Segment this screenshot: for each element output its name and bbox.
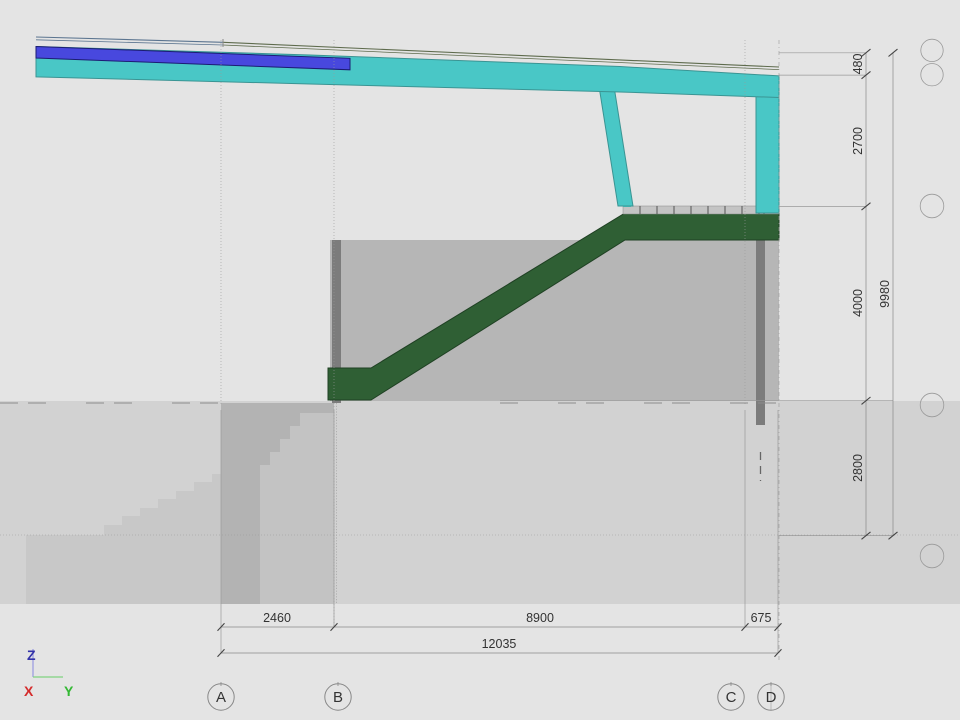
- svg-text:B: B: [333, 689, 343, 706]
- svg-text:12035: 12035: [482, 637, 517, 651]
- svg-text:9980: 9980: [878, 280, 892, 308]
- svg-text:Y: Y: [64, 683, 74, 699]
- svg-text:Z: Z: [27, 647, 36, 663]
- svg-text:C: C: [726, 689, 737, 706]
- svg-text:8900: 8900: [526, 611, 554, 625]
- svg-text:675: 675: [751, 611, 772, 625]
- svg-text:D: D: [766, 689, 777, 706]
- svg-text:480: 480: [851, 54, 865, 75]
- svg-text:X: X: [24, 683, 34, 699]
- svg-text:2800: 2800: [851, 454, 865, 482]
- svg-text:2700: 2700: [851, 127, 865, 155]
- svg-text:4000: 4000: [851, 289, 865, 317]
- svg-text:2460: 2460: [263, 611, 291, 625]
- svg-text:A: A: [216, 689, 226, 706]
